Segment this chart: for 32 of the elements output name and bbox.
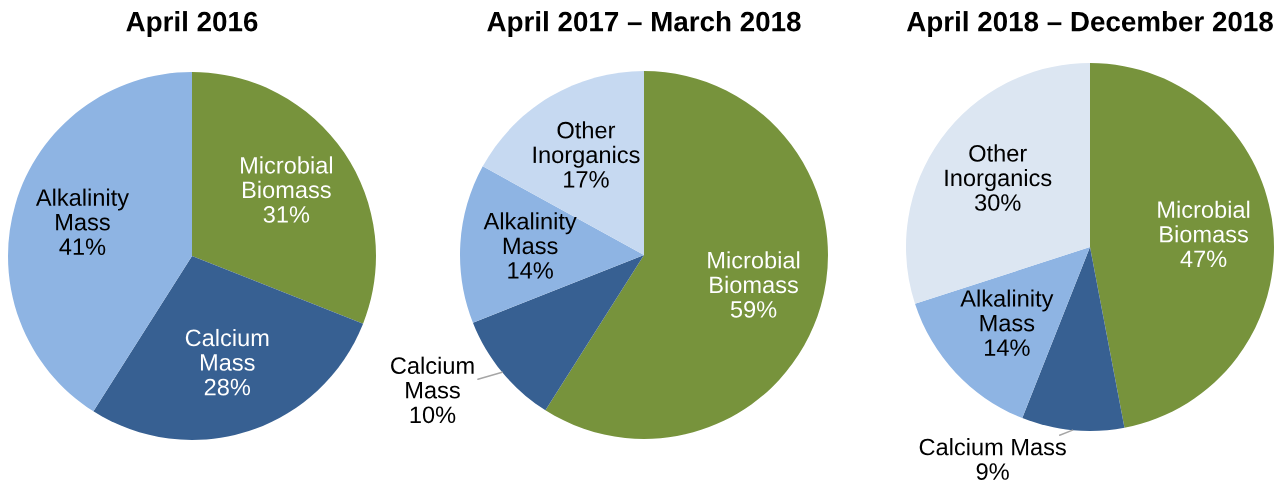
slice-label: Other Inorganics: [533, 121, 640, 168]
pie-slice: [472, 255, 644, 411]
slice-label: Calcium Mass: [919, 438, 1066, 456]
data-label: 30%: [974, 194, 1021, 211]
pie-slice: [93, 256, 364, 440]
data-label: 28%: [204, 378, 251, 396]
data-label: 41%: [59, 238, 106, 255]
slice-label: Calcium Mass: [391, 356, 474, 399]
pie-slice: [1090, 63, 1274, 428]
slice-label: Calcium Mass: [185, 328, 269, 371]
pie-slice: [915, 247, 1090, 419]
slice-label: Microbial Biomass: [708, 251, 800, 294]
data-label: 59%: [730, 301, 777, 318]
data-label: 14%: [508, 262, 553, 279]
data-label: 9%: [976, 463, 1009, 480]
slice-label: Alkalinity Mass: [960, 289, 1054, 332]
slice-label: Microbial Biomass: [241, 156, 333, 199]
slice-label: Alkalinity Mass: [483, 212, 577, 255]
slice-label: Alkalinity Mass: [35, 188, 129, 231]
data-label: 47%: [1180, 250, 1227, 268]
pie-slice: [460, 166, 644, 323]
pie-slice: [192, 72, 376, 324]
data-label: 14%: [985, 339, 1030, 356]
data-label: 10%: [410, 406, 456, 424]
pie-slice: [482, 71, 644, 255]
slice-label: Microbial Biomass: [1158, 200, 1250, 243]
chart-title: April 2017 – March 2018: [487, 11, 801, 37]
chart-title: April 2018 – December 2018: [906, 11, 1273, 37]
data-label: 31%: [263, 206, 310, 223]
slice-label: Other Inorganics: [945, 144, 1052, 191]
chart-title: April 2016: [126, 11, 258, 37]
data-label: 17%: [564, 171, 609, 188]
